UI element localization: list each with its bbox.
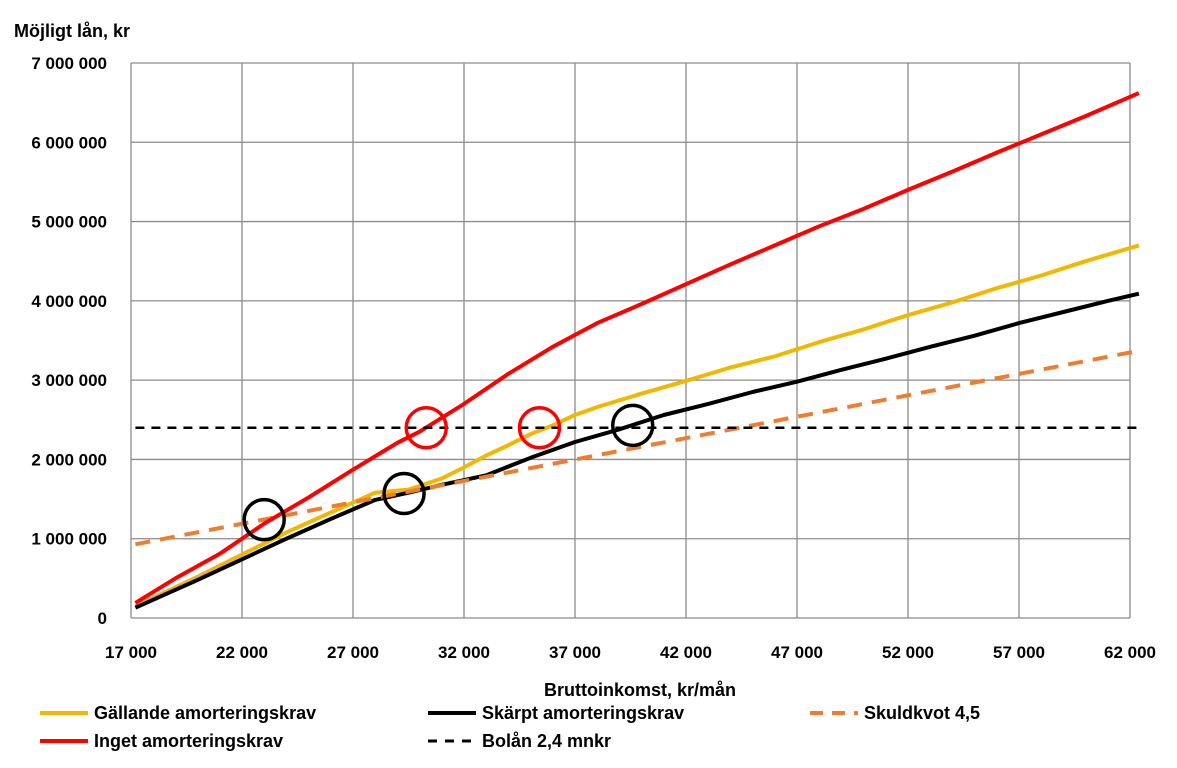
x-tick-label: 52 000 <box>882 643 934 662</box>
series-line-3 <box>134 91 1140 605</box>
x-tick-label: 42 000 <box>660 643 712 662</box>
x-tick-label: 62 000 <box>1104 643 1156 662</box>
grid <box>130 62 1131 619</box>
legend-label-4: Bolån 2,4 mnkr <box>482 731 611 751</box>
x-tick-label: 22 000 <box>216 643 268 662</box>
legend-label-1: Skärpt amorteringskrav <box>482 703 684 723</box>
legend-label-0: Gällande amorteringskrav <box>94 703 316 723</box>
x-axis-title: Bruttoinkomst, kr/mån <box>544 680 736 700</box>
y-tick-label: 6 000 000 <box>31 133 107 152</box>
x-axis-ticks: 17 000 22 000 27 000 32 000 37 000 42 000 47 0… <box>105 643 1156 662</box>
x-tick-label: 17 000 <box>105 643 157 662</box>
x-tick-label: 47 000 <box>771 643 823 662</box>
series-line-1 <box>134 291 1140 610</box>
annotation-circle-2 <box>404 405 449 450</box>
y-tick-label: 7 000 000 <box>31 54 107 73</box>
y-tick-label: 0 <box>98 609 107 628</box>
annotation-circles <box>242 403 655 542</box>
y-axis-title: Möjligt lån, kr <box>14 21 130 41</box>
series-line-2 <box>135 348 1140 547</box>
series-lines <box>134 91 1140 610</box>
legend: Gällande amorteringskrav Skärpt amorterin… <box>40 703 980 751</box>
y-tick-label: 1 000 000 <box>31 530 107 549</box>
x-tick-label: 57 000 <box>993 643 1045 662</box>
x-tick-label: 37 000 <box>549 643 601 662</box>
y-tick-label: 5 000 000 <box>31 213 107 232</box>
y-tick-label: 4 000 000 <box>31 292 107 311</box>
legend-label-2: Skuldkvot 4,5 <box>864 703 980 723</box>
y-tick-label: 2 000 000 <box>31 450 107 469</box>
annotation-circle-0 <box>242 497 286 542</box>
annotation-circle-4 <box>610 403 655 448</box>
series-line-0 <box>134 243 1140 608</box>
annotation-circle-1 <box>382 471 426 516</box>
legend-label-3: Inget amorteringskrav <box>94 731 283 751</box>
y-axis-ticks: 0 1 000 000 2 000 000 3 000 000 4 000 000 5 0… <box>31 54 107 628</box>
x-tick-label: 27 000 <box>327 643 379 662</box>
x-tick-label: 32 000 <box>438 643 490 662</box>
annotation-circle-3 <box>517 405 562 450</box>
y-tick-label: 3 000 000 <box>31 371 107 390</box>
